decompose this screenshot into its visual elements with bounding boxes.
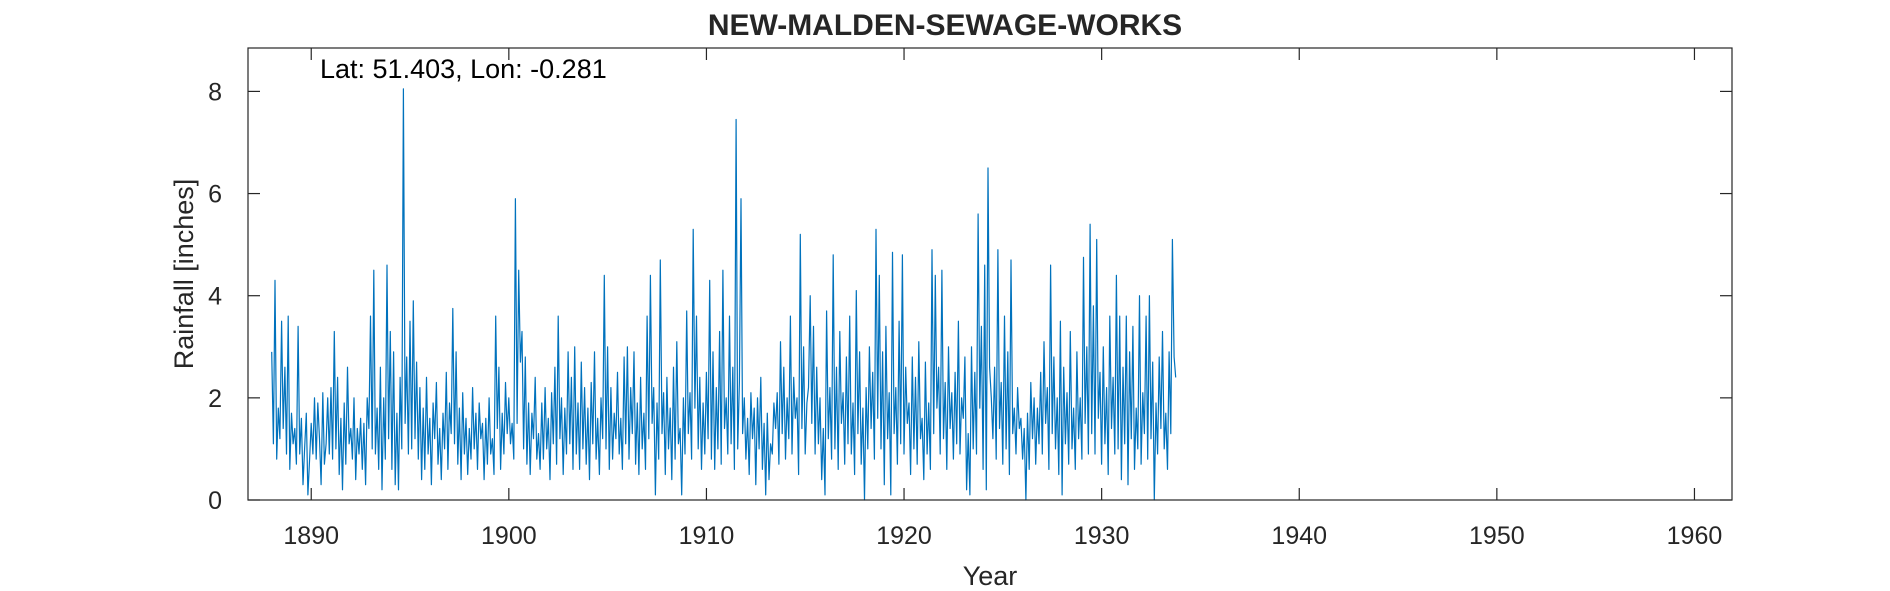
x-tick-label: 1890 xyxy=(283,522,339,550)
x-tick-label: 1950 xyxy=(1469,522,1525,550)
rainfall-series-line-0 xyxy=(271,88,1177,501)
ticks-layer: 1890 1900 1910 1920 1930 1940 1950 1960 0 2 4 6 8 xyxy=(208,48,1732,550)
x-tick-label: 1920 xyxy=(876,522,932,550)
chart-title: NEW-MALDEN-SEWAGE-WORKS xyxy=(708,9,1182,42)
y-tick-label: 2 xyxy=(208,385,222,413)
series-layer xyxy=(271,88,1177,501)
x-tick-label: 1960 xyxy=(1667,522,1723,550)
y-axis-label: Rainfall [inches] xyxy=(169,179,199,370)
x-axis-label: Year xyxy=(963,561,1018,591)
y-tick-label: 0 xyxy=(208,487,222,515)
plot-area xyxy=(248,48,1732,500)
x-tick-label: 1910 xyxy=(679,522,735,550)
x-tick-label: 1900 xyxy=(481,522,537,550)
axes-box xyxy=(247,47,1733,501)
y-tick-label: 8 xyxy=(208,78,222,106)
x-tick-label: 1940 xyxy=(1271,522,1327,550)
station-coordinates-label: Lat: 51.403, Lon: -0.281 xyxy=(320,54,607,84)
x-tick-label: 1930 xyxy=(1074,522,1130,550)
y-tick-label: 6 xyxy=(208,181,222,209)
y-tick-label: 4 xyxy=(208,283,222,311)
